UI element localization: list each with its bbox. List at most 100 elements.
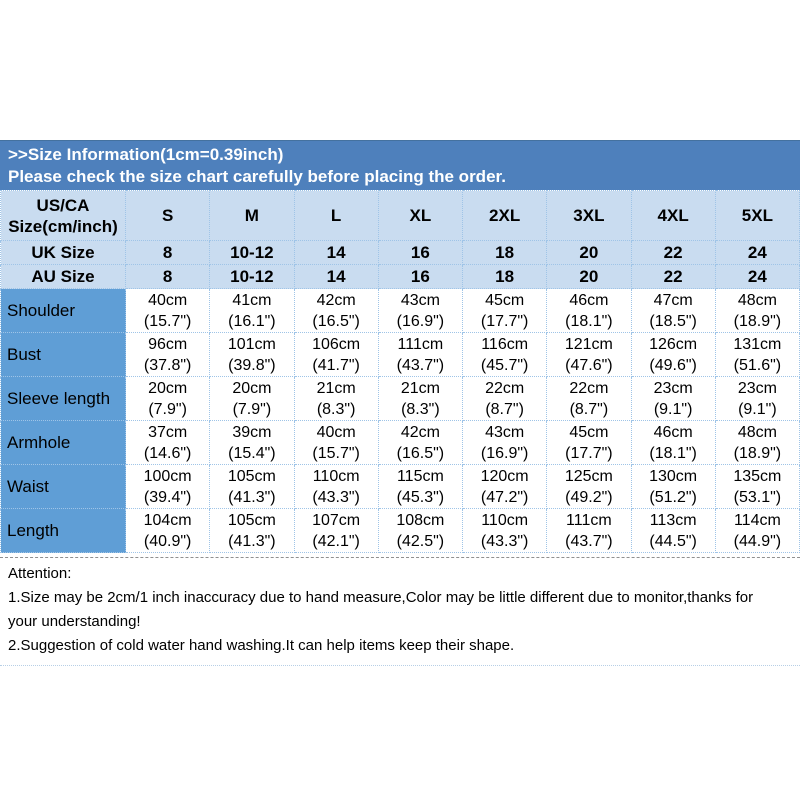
size-cell: 101cm (39.8") [209, 332, 295, 377]
size-cell: 115cm (45.3") [377, 464, 464, 509]
size-cell: 24 [714, 264, 800, 289]
table-row-bust: Bust 96cm (37.8") 101cm (39.8") 106cm (4… [0, 332, 800, 377]
header-subtitle: Please check the size chart carefully be… [8, 167, 506, 186]
size-cell: 107cm (42.1") [293, 508, 379, 553]
size-cell: 46cm (18.1") [546, 288, 632, 333]
size-cell: 22cm (8.7") [461, 376, 548, 421]
size-cell: 114cm (44.9") [714, 508, 800, 553]
size-cell: 37cm (14.6") [124, 420, 211, 465]
table-row-waist: Waist 100cm (39.4") 105cm (41.3") 110cm … [0, 464, 800, 509]
size-cell: 110cm (43.3") [293, 464, 379, 509]
size-cell: 23cm (9.1") [630, 376, 716, 421]
size-col-header-l: L [293, 190, 379, 241]
size-cell: 48cm (18.9") [714, 420, 800, 465]
size-cell: 10-12 [209, 240, 295, 265]
size-cell: 22 [630, 240, 716, 265]
size-cell: 45cm (17.7") [546, 420, 632, 465]
attention-line-3: 2.Suggestion of cold water hand washing.… [8, 637, 515, 654]
table-row-sleeve-length: Sleeve length 20cm (7.9") 20cm (7.9") 21… [0, 376, 800, 421]
row-label-bust: Bust [0, 332, 126, 377]
size-cell: 43cm (16.9") [461, 420, 548, 465]
corner-header: US/CA Size(cm/inch) [0, 190, 126, 241]
row-label-au: AU Size [0, 264, 126, 289]
size-cell: 14 [293, 264, 379, 289]
attention-note: Attention: 1.Size may be 2cm/1 inch inac… [0, 558, 800, 658]
size-cell: 105cm (41.3") [209, 508, 295, 553]
row-label-shoulder: Shoulder [0, 288, 126, 333]
size-cell: 108cm (42.5") [377, 508, 464, 553]
size-cell: 16 [377, 240, 464, 265]
size-cell: 40cm (15.7") [293, 420, 379, 465]
size-cell: 20cm (7.9") [124, 376, 211, 421]
size-cell: 130cm (51.2") [630, 464, 716, 509]
row-label-waist: Waist [0, 464, 126, 509]
table-row-au-size: AU Size 8 10-12 14 16 18 20 22 24 [0, 264, 800, 289]
size-cell: 20 [546, 264, 632, 289]
attention-line-1: 1.Size may be 2cm/1 inch inaccuracy due … [8, 589, 754, 606]
size-cell: 113cm (44.5") [630, 508, 716, 553]
size-cell: 121cm (47.6") [546, 332, 632, 377]
size-cell: 21cm (8.3") [293, 376, 379, 421]
size-cell: 10-12 [209, 264, 295, 289]
table-row-shoulder: Shoulder 40cm (15.7") 41cm (16.1") 42cm … [0, 288, 800, 333]
size-cell: 120cm (47.2") [461, 464, 548, 509]
size-cell: 20 [546, 240, 632, 265]
size-cell: 22 [630, 264, 716, 289]
size-cell: 110cm (43.3") [461, 508, 548, 553]
size-cell: 47cm (18.5") [630, 288, 716, 333]
size-cell: 42cm (16.5") [377, 420, 464, 465]
size-cell: 18 [461, 264, 548, 289]
row-label-uk: UK Size [0, 240, 126, 265]
size-cell: 45cm (17.7") [461, 288, 548, 333]
size-col-header-xl: XL [377, 190, 464, 241]
size-cell: 39cm (15.4") [209, 420, 295, 465]
size-cell: 40cm (15.7") [124, 288, 211, 333]
footer-divider-line [0, 665, 800, 666]
size-col-header-2xl: 2XL [461, 190, 548, 241]
size-cell: 105cm (41.3") [209, 464, 295, 509]
size-col-header-5xl: 5XL [714, 190, 800, 241]
size-col-header-4xl: 4XL [630, 190, 716, 241]
row-label-sleeve-length: Sleeve length [0, 376, 126, 421]
size-cell: 116cm (45.7") [461, 332, 548, 377]
size-cell: 111cm (43.7") [546, 508, 632, 553]
table-row-armhole: Armhole 37cm (14.6") 39cm (15.4") 40cm (… [0, 420, 800, 465]
size-cell: 42cm (16.5") [293, 288, 379, 333]
size-cell: 125cm (49.2") [546, 464, 632, 509]
size-cell: 131cm (51.6") [714, 332, 800, 377]
header-band: >>Size Information(1cm=0.39inch) Please … [0, 140, 800, 190]
size-cell: 23cm (9.1") [714, 376, 800, 421]
size-cell: 21cm (8.3") [377, 376, 464, 421]
size-cell: 8 [124, 240, 211, 265]
size-cell: 96cm (37.8") [124, 332, 211, 377]
size-cell: 126cm (49.6") [630, 332, 716, 377]
size-cell: 24 [714, 240, 800, 265]
attention-line-2: your understanding! [8, 613, 141, 630]
size-cell: 100cm (39.4") [124, 464, 211, 509]
size-cell: 46cm (18.1") [630, 420, 716, 465]
header-title: >>Size Information(1cm=0.39inch) [8, 145, 284, 164]
table-row-length: Length 104cm (40.9") 105cm (41.3") 107cm… [0, 508, 800, 553]
size-col-header-3xl: 3XL [546, 190, 632, 241]
size-cell: 104cm (40.9") [124, 508, 211, 553]
size-cell: 18 [461, 240, 548, 265]
size-cell: 43cm (16.9") [377, 288, 464, 333]
attention-heading: Attention: [8, 565, 72, 582]
size-col-header-s: S [124, 190, 211, 241]
size-cell: 16 [377, 264, 464, 289]
size-cell: 8 [124, 264, 211, 289]
size-col-header-m: M [209, 190, 295, 241]
size-cell: 20cm (7.9") [209, 376, 295, 421]
size-cell: 135cm (53.1") [714, 464, 800, 509]
size-cell: 106cm (41.7") [293, 332, 379, 377]
size-cell: 14 [293, 240, 379, 265]
size-cell: 22cm (8.7") [546, 376, 632, 421]
size-chart-table: US/CA Size(cm/inch) S M L XL 2XL 3XL 4XL… [0, 190, 800, 553]
size-cell: 111cm (43.7") [377, 332, 464, 377]
table-row-uk-size: UK Size 8 10-12 14 16 18 20 22 24 [0, 240, 800, 265]
sheet-edge-line [0, 553, 800, 558]
row-label-armhole: Armhole [0, 420, 126, 465]
size-cell: 48cm (18.9") [714, 288, 800, 333]
size-cell: 41cm (16.1") [209, 288, 295, 333]
